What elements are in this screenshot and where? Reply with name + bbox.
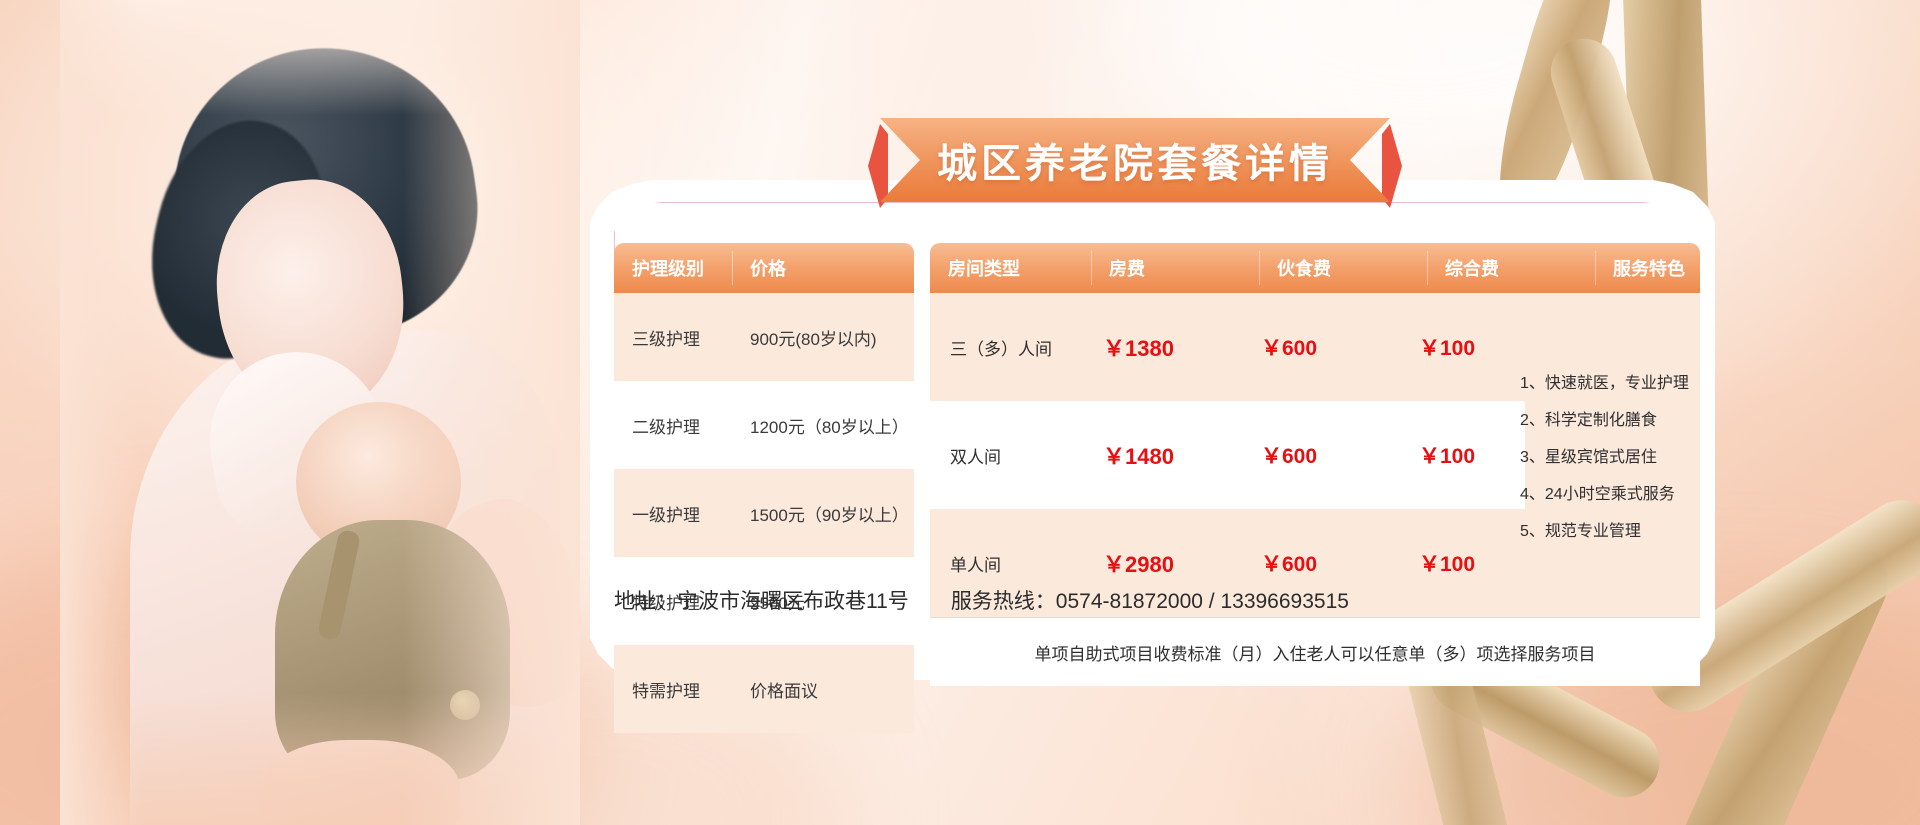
care-header-price: 价格 bbox=[732, 243, 914, 293]
care-level: 特级护理 bbox=[632, 593, 700, 613]
care-price: 1200元（80岁以上） bbox=[750, 417, 909, 437]
caregiver-baby-photo bbox=[60, 0, 580, 825]
contact-footer: 地址：宁波市海曙区布政巷11号 服务热线：0574-81872000 / 133… bbox=[614, 585, 1349, 615]
room-header-type: 房间类型 bbox=[948, 259, 1020, 279]
room-table-note: 单项自助式项目收费标准（月）入住老人可以任意单（多）项选择服务项目 bbox=[930, 618, 1700, 686]
table-row: 特级护理 2500元 bbox=[614, 557, 914, 645]
pricing-tables: 护理级别 价格 三级护理 900元(80岁以内) 二级护理 1200元（80岁以… bbox=[614, 243, 1700, 733]
list-item: 3、星级宾馆式居住 bbox=[1520, 449, 1657, 466]
care-price: 价格面议 bbox=[750, 681, 818, 701]
room-table-body: 三（多）人间 ￥1380 ￥600 ￥100 双人间 ￥1480 ￥600 ￥1… bbox=[930, 293, 1700, 617]
table-row: 一级护理 1500元（90岁以上） bbox=[614, 469, 914, 557]
table-row: 单人间 ￥2980 ￥600 ￥100 bbox=[930, 509, 1700, 617]
room-type: 三（多）人间 bbox=[950, 339, 1052, 359]
list-item: 5、规范专业管理 bbox=[1520, 523, 1641, 540]
care-level: 二级护理 bbox=[632, 417, 700, 437]
care-header-level: 护理级别 bbox=[632, 259, 704, 279]
care-table-header: 护理级别 价格 bbox=[614, 243, 914, 293]
photo-fade-mask bbox=[60, 0, 580, 825]
misc-fee: ￥100 bbox=[1419, 337, 1476, 360]
page-title: 城区养老院套餐详情 bbox=[937, 140, 1333, 187]
room-price-table: 房间类型 房费 伙食费 综合费 服务特色 三（多）人间 ￥1380 ￥600 ￥… bbox=[930, 243, 1700, 733]
misc-fee: ￥100 bbox=[1419, 553, 1476, 576]
row-highlight-band bbox=[930, 401, 1525, 509]
divider bbox=[930, 617, 1700, 618]
care-level: 特需护理 bbox=[632, 681, 700, 701]
table-row: 特需护理 价格面议 bbox=[614, 645, 914, 733]
care-level: 一级护理 bbox=[632, 505, 700, 525]
hotline-text[interactable]: 服务热线：0574-81872000 / 13396693515 bbox=[950, 590, 1349, 613]
list-item: 2、科学定制化膳食 bbox=[1520, 412, 1657, 429]
room-type: 单人间 bbox=[950, 555, 1001, 575]
care-level: 三级护理 bbox=[632, 329, 700, 349]
table-row: 双人间 ￥1480 ￥600 ￥100 bbox=[930, 401, 1700, 509]
meal-fee: ￥600 bbox=[1261, 337, 1318, 360]
care-price: 1500元（90岁以上） bbox=[750, 505, 909, 525]
list-item: 1、快速就医，专业护理 bbox=[1520, 375, 1689, 392]
room-fee: ￥1480 bbox=[1103, 444, 1174, 469]
room-fee: ￥1380 bbox=[1103, 336, 1174, 361]
care-price: 900元(80岁以内) bbox=[750, 329, 877, 349]
title-banner: 城区养老院套餐详情 bbox=[868, 118, 1402, 208]
meal-fee: ￥600 bbox=[1261, 445, 1318, 468]
address-text: 地址：宁波市海曙区布政巷11号 bbox=[614, 590, 909, 613]
service-feature-list: 1、快速就医，专业护理 2、科学定制化膳食 3、星级宾馆式居住 4、24小时空乘… bbox=[1502, 293, 1700, 617]
ribbon-body bbox=[880, 118, 1390, 202]
room-header-roomfee: 房费 bbox=[1091, 243, 1259, 293]
meal-fee: ￥600 bbox=[1261, 553, 1318, 576]
room-table-header: 房间类型 房费 伙食费 综合费 服务特色 bbox=[930, 243, 1700, 293]
room-fee: ￥2980 bbox=[1103, 552, 1174, 577]
table-row: 二级护理 1200元（80岁以上） bbox=[614, 381, 914, 469]
table-row: 三（多）人间 ￥1380 ￥600 ￥100 bbox=[930, 293, 1700, 401]
room-type: 双人间 bbox=[950, 447, 1001, 467]
room-header-miscfee: 综合费 bbox=[1427, 243, 1595, 293]
care-level-table: 护理级别 价格 三级护理 900元(80岁以内) 二级护理 1200元（80岁以… bbox=[614, 243, 914, 733]
room-header-mealfee: 伙食费 bbox=[1259, 243, 1427, 293]
care-price: 2500元 bbox=[750, 593, 805, 613]
list-item: 4、24小时空乘式服务 bbox=[1520, 486, 1675, 503]
room-header-services: 服务特色 bbox=[1595, 243, 1700, 293]
table-row: 三级护理 900元(80岁以内) bbox=[614, 293, 914, 381]
misc-fee: ￥100 bbox=[1419, 445, 1476, 468]
